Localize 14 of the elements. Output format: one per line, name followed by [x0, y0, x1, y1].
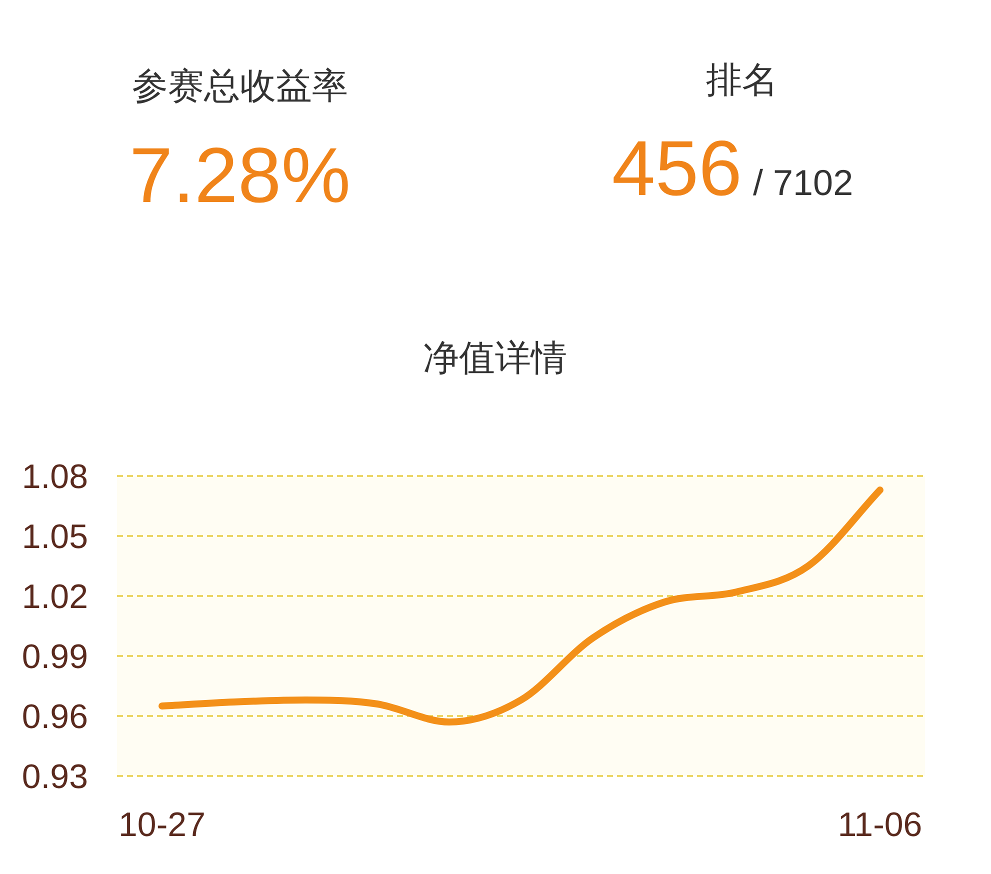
- y-tick-label: 1.02: [22, 578, 88, 616]
- text: 排名: [706, 59, 778, 100]
- text: / 7102: [753, 162, 854, 203]
- x-tick-label: 11-06: [838, 806, 922, 844]
- y-tick-label: 0.96: [22, 698, 88, 736]
- text: 参赛总收益率: [132, 65, 348, 106]
- text: 7.28%: [129, 131, 351, 219]
- y-tick-label: 1.08: [22, 458, 88, 496]
- text: 456: [612, 124, 742, 212]
- y-tick-label: 0.93: [22, 758, 88, 796]
- x-tick-label: 10-27: [118, 806, 206, 844]
- chart-title: 净值详情: [423, 337, 567, 378]
- y-tick-label: 0.99: [22, 638, 88, 676]
- y-tick-label: 1.05: [22, 518, 88, 556]
